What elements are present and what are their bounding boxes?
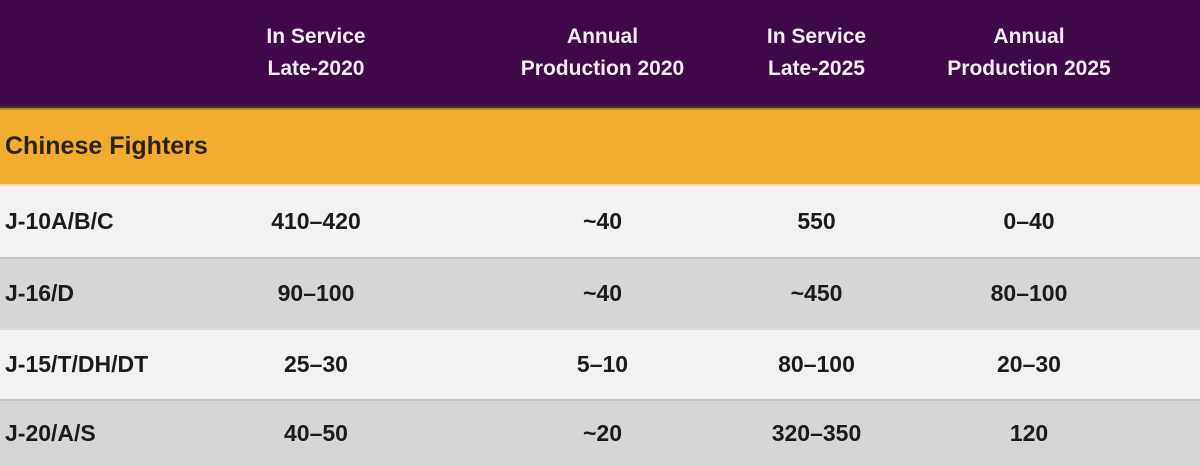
cell-annual-production-2025: 120 — [1009, 420, 1049, 446]
cell-annual-production-2020: ~20 — [582, 420, 622, 446]
cell-annual-production-2020: 5–10 — [576, 351, 629, 377]
cell-in-service-2025: 320–350 — [771, 420, 862, 446]
column-header-annual-production-2020: Annual Production 2020 — [460, 0, 745, 106]
column-header-line: Late-2020 — [267, 57, 365, 80]
column-header-line: In Service — [766, 25, 867, 48]
cell-annual-production-2025: 20–30 — [997, 351, 1061, 377]
cell-in-service-2025: 80–100 — [778, 351, 855, 377]
column-header-annual-production-2025: Annual Production 2025 — [888, 0, 1200, 106]
table-row-j15: J-15/T/DH/DT 25–30 5–10 80–100 20–30 — [0, 328, 1200, 399]
cell-annual-production-2025: 0–40 — [1003, 208, 1055, 234]
column-header-in-service-2025: In Service Late-2025 — [745, 0, 888, 106]
cell-in-service-2025: ~450 — [790, 280, 843, 306]
cell-in-service-2025: 550 — [797, 208, 836, 234]
table-row-j16: J-16/D 90–100 ~40 ~450 80–100 — [0, 257, 1200, 328]
row-label: J-15/T/DH/DT — [5, 351, 149, 377]
section-header-chinese-fighters: Chinese Fighters — [0, 106, 1200, 186]
column-header-line: Annual — [993, 25, 1065, 48]
table-header-row: In Service Late-2020 Annual Production 2… — [0, 0, 1200, 106]
cell-in-service-2020: 90–100 — [277, 280, 355, 306]
cell-in-service-2020: 40–50 — [284, 420, 348, 446]
row-label: J-20/A/S — [5, 420, 96, 446]
row-label: J-16/D — [5, 280, 75, 306]
section-title: Chinese Fighters — [5, 131, 208, 160]
column-header-line: Production 2025 — [947, 57, 1111, 80]
column-header-in-service-2020: In Service Late-2020 — [172, 0, 460, 106]
table-row-j20: J-20/A/S 40–50 ~20 320–350 120 — [0, 399, 1200, 466]
header-empty-cell — [0, 0, 172, 106]
column-header-line: In Service — [266, 25, 366, 48]
cell-annual-production-2020: ~40 — [582, 208, 622, 234]
column-header-line: Late-2025 — [768, 57, 865, 80]
cell-in-service-2020: 25–30 — [284, 351, 348, 377]
row-label: J-10A/B/C — [5, 208, 114, 234]
table-row-j10: J-10A/B/C 410–420 ~40 550 0–40 — [0, 186, 1200, 257]
cell-annual-production-2025: 80–100 — [990, 280, 1068, 306]
column-header-line: Annual — [566, 25, 639, 48]
cell-in-service-2020: 410–420 — [271, 208, 361, 234]
column-header-line: Production 2020 — [520, 57, 685, 80]
cell-annual-production-2020: ~40 — [582, 280, 622, 306]
